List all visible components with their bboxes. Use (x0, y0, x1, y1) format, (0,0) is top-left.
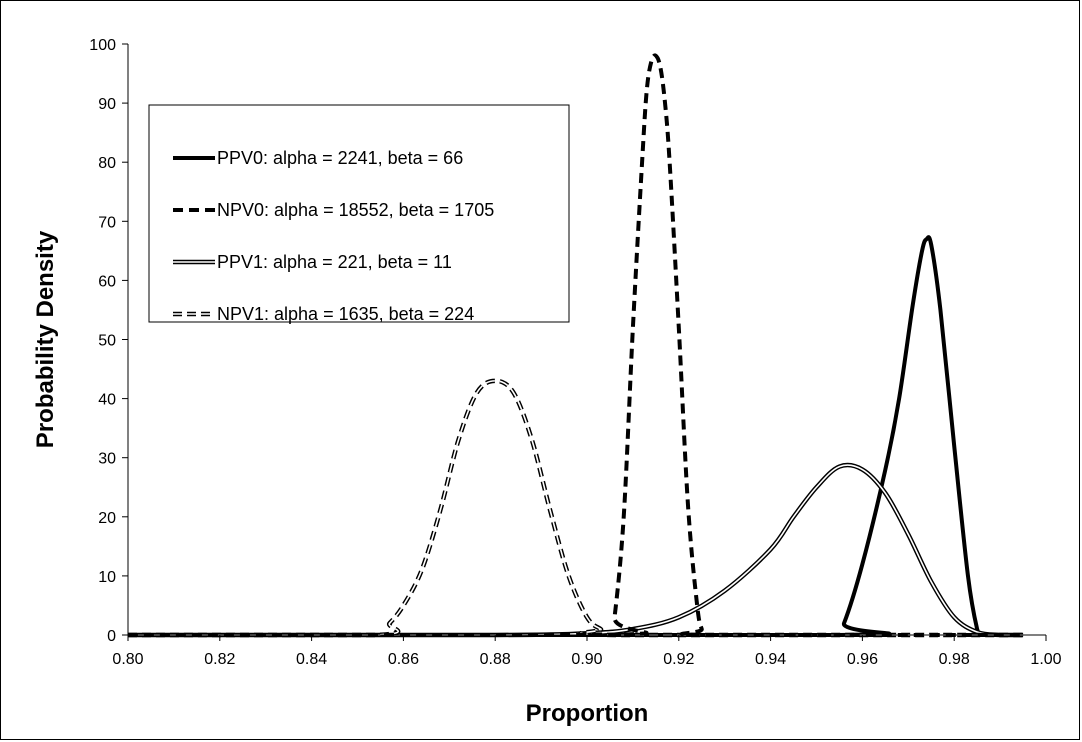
x-tick-label: 0.82 (204, 651, 235, 668)
x-tick-label: 0.92 (663, 651, 694, 668)
y-tick-label: 90 (98, 96, 116, 113)
y-tick-label: 30 (98, 451, 116, 468)
y-tick-label: 70 (98, 214, 116, 231)
x-tick-label: 0.84 (296, 651, 327, 668)
y-tick-label: 100 (89, 37, 116, 54)
series-1 (128, 53, 1024, 638)
legend-box (148, 104, 570, 323)
legend: PPV0: alpha = 2241, beta = 66 NPV0: alpha… (148, 104, 570, 324)
series-line (128, 53, 1024, 638)
x-tick-label: 0.90 (571, 651, 602, 668)
y-tick-label: 40 (98, 392, 116, 409)
legend-label: PPV0: alpha = 2241, beta = 66 (217, 148, 463, 168)
legend-items: PPV0: alpha = 2241, beta = 66 NPV0: alpha… (173, 148, 494, 324)
x-ticks: 0.80 0.82 0.84 0.86 0.88 0.90 0.92 0.94 0.96 0.98… (112, 635, 1062, 668)
y-tick-label: 0 (107, 628, 116, 645)
series-line (128, 378, 1024, 638)
y-tick-label: 20 (98, 510, 116, 527)
legend-label: NPV1: alpha = 1635, beta = 224 (217, 304, 474, 324)
x-tick-label: 0.80 (112, 651, 143, 668)
x-tick-label: 0.94 (755, 651, 786, 668)
x-tick-label: 0.98 (939, 651, 970, 668)
series-line-inner (128, 380, 1024, 636)
legend-item: NPV1: alpha = 1635, beta = 224 (173, 304, 474, 324)
x-tick-label: 0.88 (480, 651, 511, 668)
plot-lines (128, 53, 1024, 638)
x-tick-label: 0.86 (388, 651, 419, 668)
x-axis-title: Proportion (526, 700, 649, 727)
legend-item: PPV1: alpha = 221, beta = 11 (173, 252, 452, 272)
legend-item: NPV0: alpha = 18552, beta = 1705 (173, 200, 494, 220)
y-tick-label: 80 (98, 155, 116, 172)
legend-label: NPV0: alpha = 18552, beta = 1705 (217, 200, 494, 220)
y-axis-title: Probability Density (32, 230, 59, 448)
y-tick-label: 50 (98, 333, 116, 350)
x-tick-label: 1.00 (1030, 651, 1061, 668)
series-line (128, 462, 1024, 638)
legend-item: PPV0: alpha = 2241, beta = 66 (173, 148, 463, 168)
y-tick-label: 60 (98, 273, 116, 290)
series-line-inner (128, 464, 1024, 636)
series-3 (128, 378, 1024, 638)
y-tick-label: 10 (98, 569, 116, 586)
legend-label: PPV1: alpha = 221, beta = 11 (217, 252, 452, 272)
y-ticks: 0 10 20 30 40 50 60 70 80 90 100 (89, 37, 128, 645)
series-2 (128, 462, 1024, 638)
x-tick-label: 0.96 (847, 651, 878, 668)
